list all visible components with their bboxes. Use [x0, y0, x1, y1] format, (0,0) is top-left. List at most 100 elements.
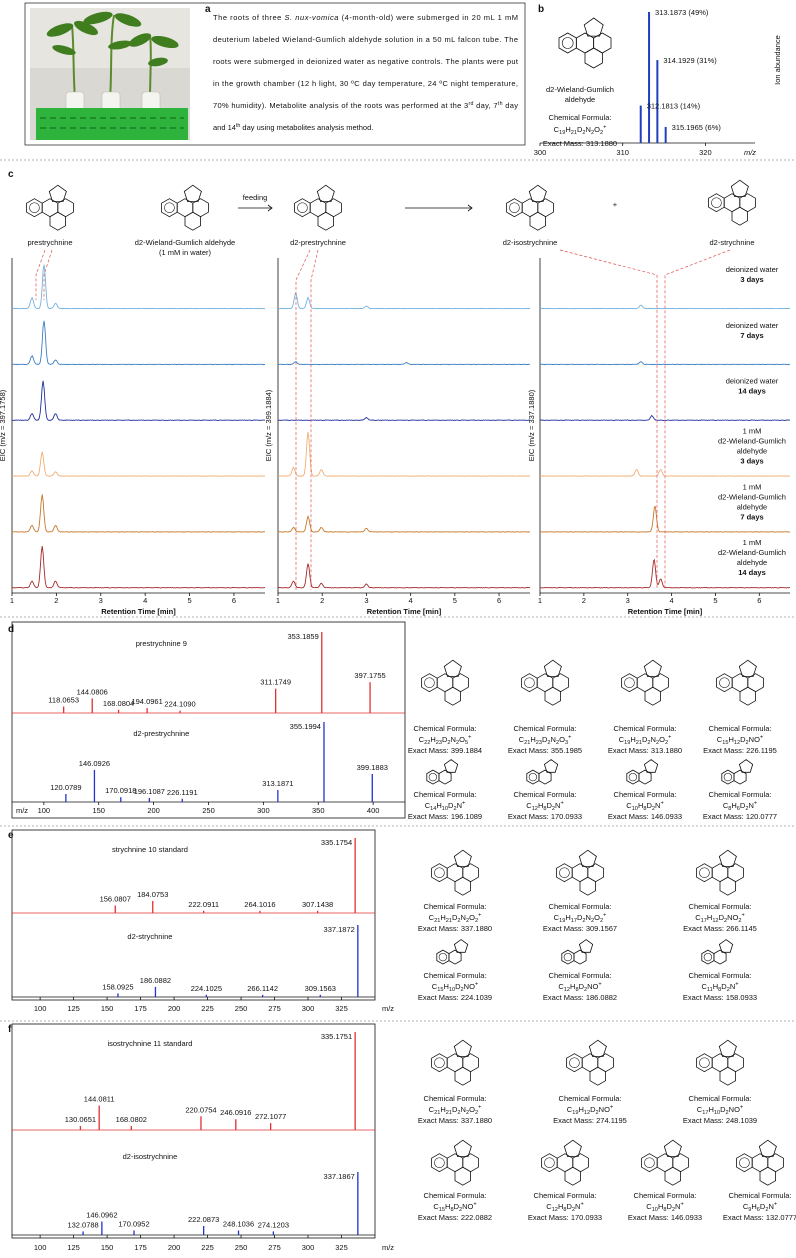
formula-label: Chemical Formula: [424, 1094, 487, 1103]
arrow [405, 204, 473, 212]
aromatic-ring [644, 1157, 655, 1168]
formula: C21H21D2N2O2+ [429, 1105, 482, 1117]
bond [696, 863, 713, 883]
panel-letter: e [8, 830, 14, 841]
peak-label: 313.1873 (49%) [655, 8, 709, 17]
eic-trace [11, 264, 266, 310]
bond [664, 1166, 681, 1186]
formula-label: Chemical Formula: [424, 902, 487, 911]
bond [696, 1053, 713, 1073]
paragraph-text: th [236, 123, 240, 129]
formula-part: 2 [552, 806, 555, 812]
condition-label: d2-Wieland-Gumlich [718, 492, 786, 501]
eic-trace [277, 361, 531, 366]
formula-part: D [642, 735, 648, 744]
formula-part: + [468, 735, 471, 741]
condition-label: 1 mM [743, 427, 762, 436]
formula-part: H [658, 1202, 663, 1211]
formula-part: 12 [552, 1207, 558, 1213]
formula: C12H8D2N+ [526, 801, 563, 813]
peak-label: 168.0802 [116, 1115, 147, 1124]
peak-label: 315.1965 (6%) [672, 123, 722, 132]
aromatic-ring [559, 867, 570, 878]
formula-part: 21 [524, 740, 530, 746]
tube-rack [36, 108, 188, 140]
formula-part: 8 [575, 987, 578, 993]
formula-part: 2 [600, 130, 603, 136]
x-tick-label: 150 [92, 806, 105, 815]
peak-label: 220.0754 [185, 1105, 216, 1114]
eic-trace [11, 451, 266, 477]
aromatic-ring [699, 1057, 710, 1068]
condition-label: deionized water [726, 377, 779, 386]
paragraph-text: The roots of three [213, 13, 284, 22]
peak-label: 224.1090 [164, 700, 195, 709]
formula-part: C [558, 982, 564, 991]
formula-part: C [626, 801, 632, 810]
peak-label: 353.1859 [287, 632, 318, 641]
formula-part: 10 [449, 987, 455, 993]
x-tick-label: 300 [257, 806, 270, 815]
bond [453, 849, 472, 867]
bond [716, 673, 733, 693]
condition-label: 1 mM [743, 538, 762, 547]
eic-trace [11, 320, 266, 366]
bond [713, 949, 727, 965]
peak-label: 313.1871 [262, 779, 293, 788]
spectrum-frame [11, 621, 406, 819]
formula-part: N [730, 982, 735, 991]
formula-part: C [419, 735, 425, 744]
bond [738, 659, 757, 677]
formula-part: H [530, 735, 535, 744]
formula-part: N [586, 125, 591, 134]
x-tick-label: 200 [168, 1004, 181, 1013]
spectrum-name: d2-prestrychnine [133, 729, 189, 738]
eic-trace [11, 494, 266, 533]
formula-part: C [425, 801, 431, 810]
formula-part: 8 [663, 1207, 666, 1213]
formula-part: 9 [748, 1207, 751, 1213]
formula-part: + [735, 982, 738, 988]
formula-label: Chemical Formula: [414, 790, 477, 799]
eic-trace [277, 515, 531, 533]
plus-sign: + [613, 200, 618, 209]
peak-label: 146.0962 [86, 1211, 117, 1220]
formula-part: 2 [727, 987, 730, 993]
compound-name: d2-strychnine [709, 238, 754, 247]
formula-part: 6 [757, 1207, 760, 1213]
peak-label: 266.1142 [247, 984, 278, 993]
formula-part: N [586, 913, 591, 922]
x-tick-label: 2 [54, 596, 58, 605]
spectrum-frame [11, 829, 376, 1001]
bond [718, 849, 737, 867]
x-tick-label: 400 [367, 806, 380, 815]
aromatic-ring [524, 677, 535, 688]
formula-part: D [646, 801, 652, 810]
formula-part: C [526, 801, 532, 810]
bond [578, 849, 597, 867]
y-axis-label: EIC (m/z = 397.1758) [0, 389, 7, 461]
condition-label: 3 days [740, 457, 763, 466]
plant-photo [30, 8, 190, 140]
formula-label: Chemical Formula: [689, 902, 752, 911]
formula-label: Chemical Formula: [424, 971, 487, 980]
paragraph-line: 70% humidity). Metabolite analysis of th… [213, 101, 518, 110]
paragraph-text: day [503, 101, 518, 110]
formula: C21H21D2N2O2+ [429, 913, 482, 925]
formula-label: Chemical Formula: [424, 1191, 487, 1200]
bond [584, 47, 603, 69]
peak-label: 130.0651 [65, 1115, 96, 1124]
guide-line [295, 249, 319, 590]
formula-part: 12 [712, 918, 718, 924]
peak-label: 335.1751 [321, 1032, 352, 1041]
condition-label: 7 days [740, 512, 763, 521]
aromatic-ring [297, 202, 308, 213]
formula-part: 2 [466, 918, 469, 924]
formula-part: 21 [434, 918, 440, 924]
formula-part: 2 [765, 1207, 768, 1213]
formula-part: C [432, 982, 438, 991]
bond [663, 1139, 682, 1157]
formula-part: C [646, 1202, 652, 1211]
formula-part: 8 [728, 806, 731, 812]
aromatic-ring [438, 952, 448, 962]
